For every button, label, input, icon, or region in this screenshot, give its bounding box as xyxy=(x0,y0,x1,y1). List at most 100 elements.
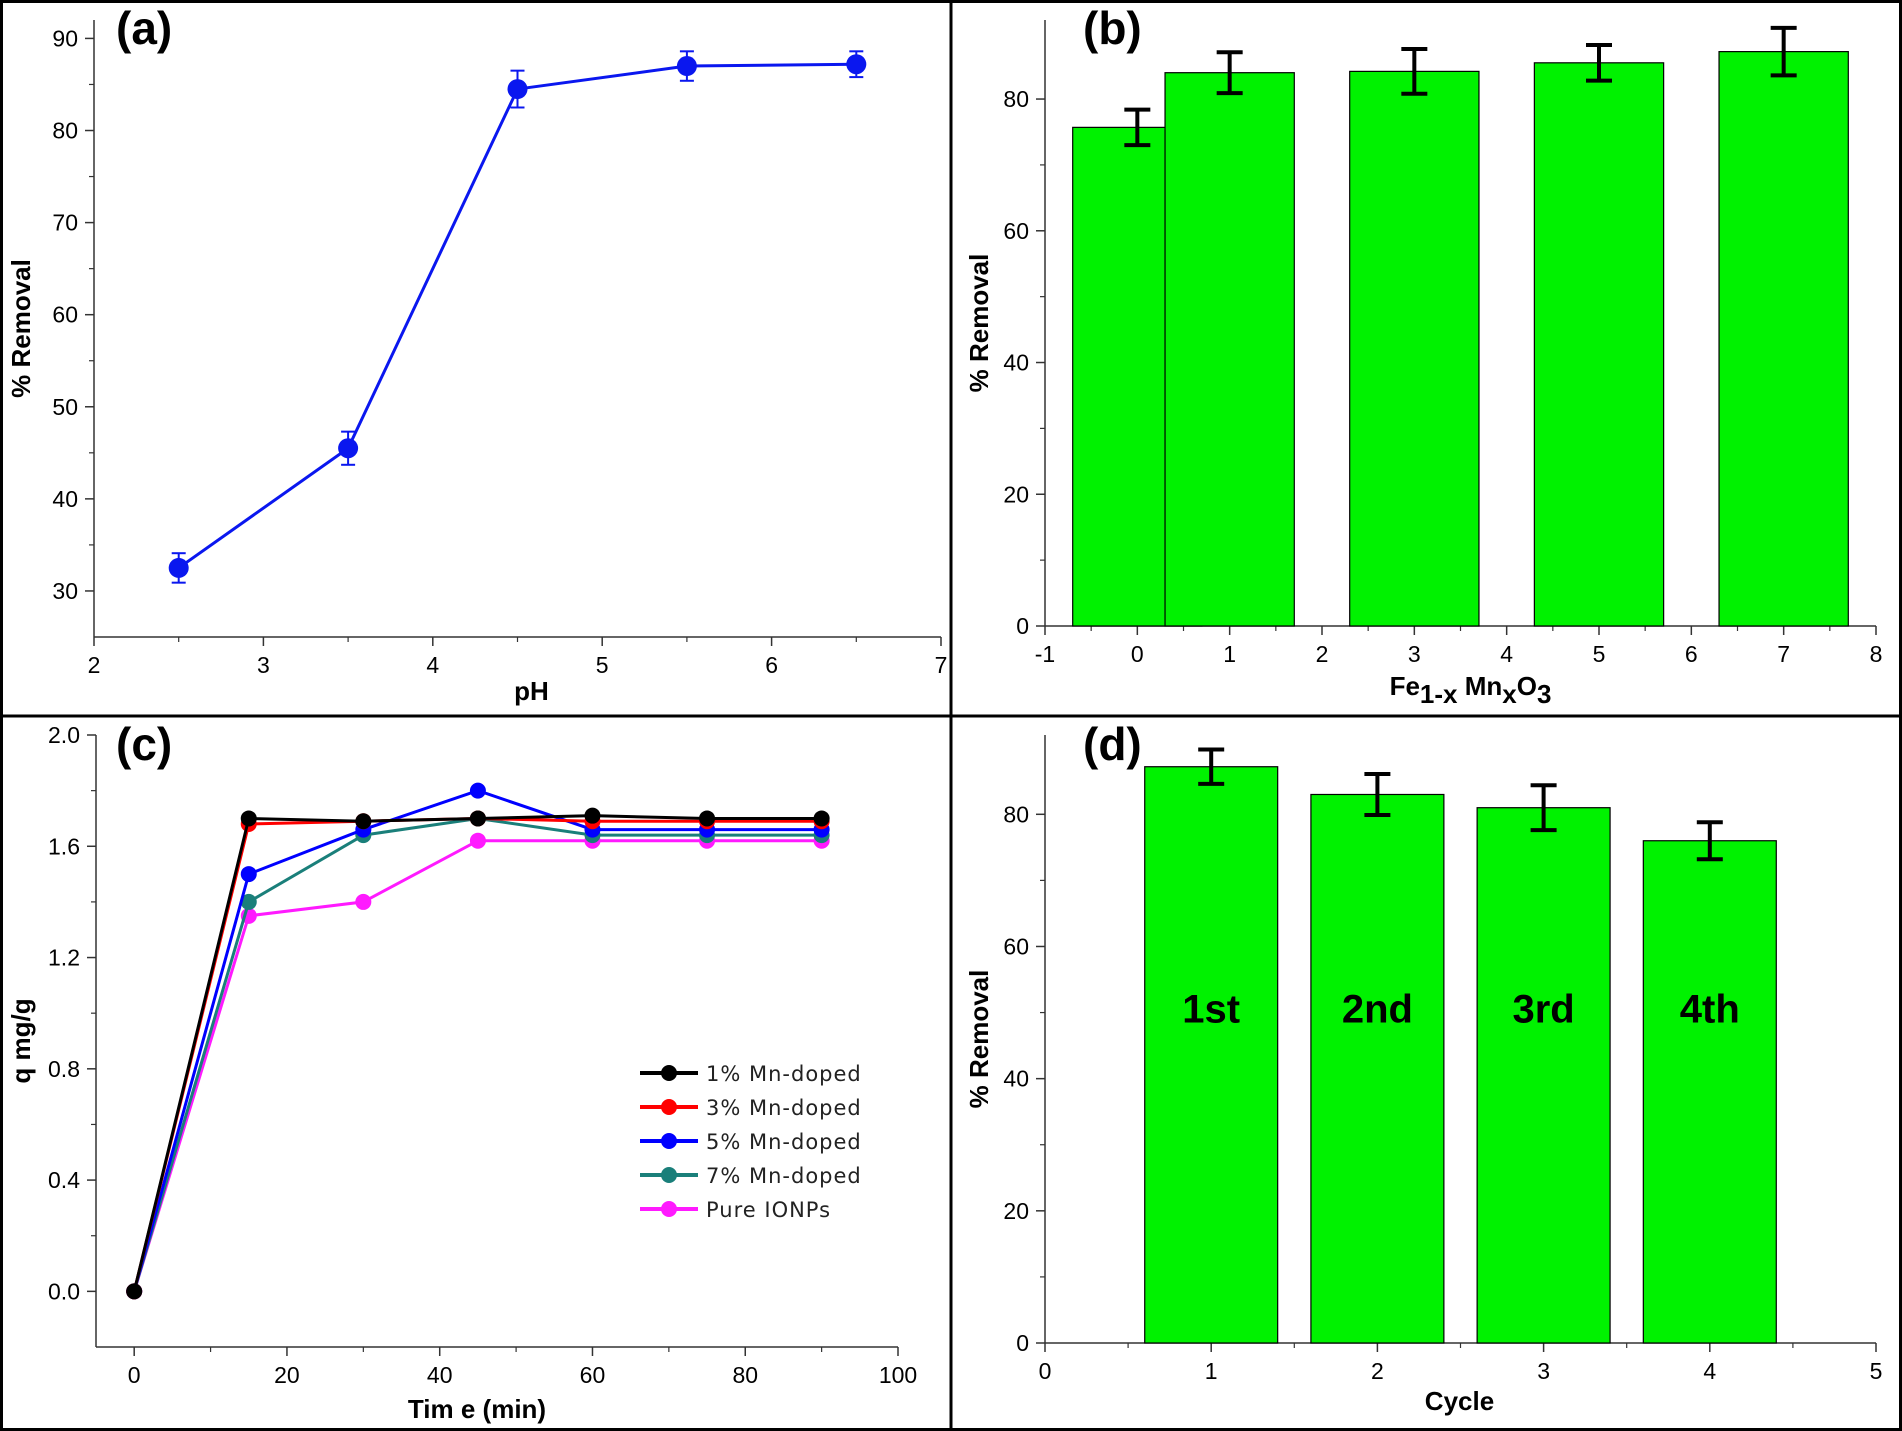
x-tick-label: 4 xyxy=(1703,1358,1716,1384)
bar-label: 1st xyxy=(1182,987,1240,1031)
bar xyxy=(1144,766,1279,1344)
legend-label: 3% Mn-doped xyxy=(706,1096,862,1120)
y-tick-label: 2.0 xyxy=(48,722,80,748)
bar xyxy=(1533,62,1665,627)
bar xyxy=(1349,70,1480,627)
y-axis-label: % Removal xyxy=(6,259,36,398)
bar xyxy=(1164,72,1295,627)
x-tick-label: 60 xyxy=(580,1362,606,1388)
data-point xyxy=(168,557,189,578)
x-tick-label: 0 xyxy=(1131,641,1144,667)
data-point xyxy=(469,832,486,849)
y-tick-label: 20 xyxy=(1003,481,1029,507)
legend: 1% Mn-doped 3% Mn-doped 5% Mn-doped 7% Mn-d… xyxy=(640,1062,862,1222)
x-tick-label: 80 xyxy=(732,1362,758,1388)
panel-label: (b) xyxy=(1083,2,1142,54)
y-axis-label: % Removal xyxy=(964,970,994,1109)
legend-marker xyxy=(661,1133,677,1149)
bar-label: 2nd xyxy=(1342,987,1413,1031)
y-tick-label: 60 xyxy=(1003,933,1029,959)
data-point xyxy=(584,807,601,824)
x-tick-label: 1 xyxy=(1205,1358,1218,1384)
data-point xyxy=(355,813,372,830)
bar-label: 3rd xyxy=(1512,987,1574,1031)
data-point xyxy=(355,893,372,910)
x-axis-label: Cycle xyxy=(1425,1386,1494,1416)
x-tick-label: 2 xyxy=(1371,1358,1384,1384)
panel-a-ph-chart: 2 3 4 5 6 7 30 40 50 60 70 80 90 (a) % Removal pH xyxy=(6,2,947,706)
x-tick-label: 6 xyxy=(765,652,778,678)
x-tick-label: -1 xyxy=(1035,641,1055,667)
x-tick-label: 3 xyxy=(1408,641,1421,667)
y-tick-label: 70 xyxy=(52,210,78,236)
y-tick-label: 80 xyxy=(52,118,78,144)
data-point xyxy=(240,810,257,827)
y-tick-label: 30 xyxy=(52,578,78,604)
data-point xyxy=(507,79,528,100)
x-tick-label: 5 xyxy=(1593,641,1606,667)
data-point xyxy=(469,782,486,799)
data-point xyxy=(699,810,716,827)
y-axis-label: q mg/g xyxy=(6,998,36,1083)
y-tick-label: 0.0 xyxy=(48,1278,80,1304)
y-tick-label: 1.6 xyxy=(48,833,80,859)
y-tick-label: 40 xyxy=(52,486,78,512)
legend-label: 1% Mn-doped xyxy=(706,1062,862,1086)
data-point xyxy=(846,54,867,75)
bar xyxy=(1310,793,1445,1344)
data-point xyxy=(676,56,697,77)
x-tick-label: 4 xyxy=(426,652,439,678)
y-axis-label: % Removal xyxy=(964,254,994,393)
x-axis-label: Tim e (min) xyxy=(408,1394,546,1424)
x-tick-label: 3 xyxy=(257,652,270,678)
x-tick-label: 1 xyxy=(1223,641,1236,667)
bar xyxy=(1642,840,1777,1344)
data-point xyxy=(240,893,257,910)
y-tick-label: 0.4 xyxy=(48,1167,80,1193)
y-tick-label: 60 xyxy=(52,302,78,328)
panel-label: (c) xyxy=(116,718,172,770)
x-tick-label: 5 xyxy=(596,652,609,678)
x-tick-label: 0 xyxy=(1039,1358,1052,1384)
x-tick-label: 5 xyxy=(1870,1358,1883,1384)
y-tick-label: 80 xyxy=(1003,801,1029,827)
y-tick-label: 60 xyxy=(1003,218,1029,244)
x-tick-label: 40 xyxy=(427,1362,453,1388)
x-tick-label: 4 xyxy=(1500,641,1513,667)
legend-label: Pure IONPs xyxy=(706,1198,831,1222)
y-tick-label: 90 xyxy=(52,25,78,51)
x-tick-label: 7 xyxy=(1777,641,1790,667)
data-point xyxy=(338,438,359,459)
y-tick-label: 40 xyxy=(1003,350,1029,376)
y-tick-label: 0 xyxy=(1016,613,1029,639)
legend-marker xyxy=(661,1167,677,1183)
panel-label: (a) xyxy=(116,2,172,54)
x-tick-label: 20 xyxy=(274,1362,300,1388)
legend-marker xyxy=(661,1065,677,1081)
data-point xyxy=(813,810,830,827)
panel-c-time-chart: 0 20 40 60 80 100 0.0 0.4 0.8 1.2 1.6 2.0 (c) q mg/g T… xyxy=(6,718,917,1424)
y-tick-label: 20 xyxy=(1003,1198,1029,1224)
y-tick-label: 80 xyxy=(1003,86,1029,112)
x-tick-label: 3 xyxy=(1537,1358,1550,1384)
data-point xyxy=(126,1283,143,1300)
y-tick-label: 50 xyxy=(52,394,78,420)
y-tick-label: 0 xyxy=(1016,1330,1029,1356)
series-1-mn-doped xyxy=(126,807,830,1300)
x-tick-label: 100 xyxy=(879,1362,917,1388)
bar xyxy=(1718,51,1849,627)
y-tick-label: 40 xyxy=(1003,1066,1029,1092)
legend-label: 7% Mn-doped xyxy=(706,1164,862,1188)
x-tick-label: 0 xyxy=(128,1362,141,1388)
y-tick-label: 0.8 xyxy=(48,1056,80,1082)
panel-d-cycle-bar-chart: 0 1 2 3 4 5 0 20 40 60 80 (d) % Removal Cycle 1st 2nd 3r… xyxy=(964,718,1882,1416)
data-point xyxy=(469,810,486,827)
legend-marker xyxy=(661,1201,677,1217)
data-point xyxy=(240,866,257,883)
bar-label: 4th xyxy=(1680,987,1740,1031)
bar xyxy=(1476,807,1611,1344)
x-tick-label: 6 xyxy=(1685,641,1698,667)
x-tick-label: 2 xyxy=(88,652,101,678)
